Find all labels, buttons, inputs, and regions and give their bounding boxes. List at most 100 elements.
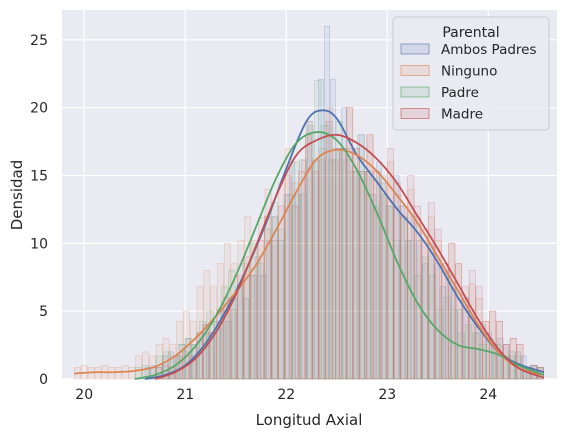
y-tick-label: 5 <box>39 304 48 320</box>
tick-labels: 20 21 22 23 24 0 5 10 15 20 25 <box>30 33 497 403</box>
hist-bar <box>243 256 251 380</box>
hist-bar <box>399 205 406 380</box>
hist-bar <box>202 324 210 380</box>
hist-bar <box>434 240 442 380</box>
hist-bar <box>291 205 299 380</box>
hist-bar <box>236 274 244 380</box>
hist-bar <box>169 344 177 380</box>
hist-bar <box>451 286 458 380</box>
x-tick-label: 20 <box>75 387 93 403</box>
hist-bar <box>108 367 115 380</box>
hist-bar <box>272 215 278 380</box>
hist-bar <box>332 148 340 380</box>
hist-bar <box>228 270 236 380</box>
hist-bar <box>285 194 293 380</box>
hist-bar <box>167 351 174 380</box>
hist-bar <box>163 351 171 380</box>
hist-bar <box>381 194 388 380</box>
hist-bar <box>230 263 238 380</box>
hist-bar <box>414 274 422 380</box>
hist-bar <box>318 159 326 380</box>
hist-bar <box>291 182 299 380</box>
hist-bar <box>427 202 435 380</box>
hist-bar <box>445 270 452 380</box>
y-axis-label: Densidad <box>8 160 26 231</box>
hist-bar <box>257 217 265 380</box>
hist-bar <box>251 240 258 380</box>
hist-bar <box>318 78 325 380</box>
hist-bar <box>339 148 346 380</box>
legend-swatch <box>400 65 430 76</box>
hist-bar <box>366 134 374 380</box>
hist-bar <box>299 194 308 380</box>
hist-bar <box>298 171 306 380</box>
hist-bar <box>311 171 319 380</box>
hist-bar <box>387 205 394 380</box>
hist-bar <box>378 175 386 380</box>
hist-bar <box>479 344 487 380</box>
kde-line <box>144 109 545 380</box>
x-tick-label: 23 <box>378 387 396 403</box>
hist-bar <box>359 171 367 380</box>
hist-bar <box>298 159 306 380</box>
y-tick-label: 15 <box>30 169 48 185</box>
hist-bar <box>244 215 252 380</box>
hist-bar <box>434 228 442 380</box>
hist-bar <box>264 188 272 380</box>
y-tick-label: 10 <box>30 236 48 252</box>
hist-bar <box>358 134 365 380</box>
hist-bar <box>448 243 456 380</box>
hist-bar <box>242 263 250 380</box>
hist-bar <box>474 332 481 380</box>
hist-bar <box>183 310 190 380</box>
hist-bar <box>464 324 473 380</box>
hist-bar <box>509 338 517 380</box>
hist-bar <box>250 274 258 380</box>
hist-bar <box>385 205 394 380</box>
hist-bar <box>271 217 279 380</box>
legend-entry-label: Padre <box>441 85 479 101</box>
hist-bar <box>185 338 192 380</box>
hist-bar <box>332 159 340 380</box>
x-axis-label: Longitud Axial <box>256 411 363 429</box>
hist-bar <box>428 243 434 380</box>
hist-bar <box>128 367 136 380</box>
hist-bar <box>237 240 245 380</box>
kde-lines <box>74 109 545 380</box>
hist-bar <box>461 286 469 380</box>
hist-bar <box>342 159 351 380</box>
hist-bar <box>328 159 336 380</box>
hist-bar <box>360 171 367 380</box>
legend-title: Parental <box>442 25 499 41</box>
x-tick-label: 22 <box>277 387 295 403</box>
hist-bar <box>284 175 292 380</box>
hist-bar <box>400 205 408 380</box>
hist-bar <box>475 297 483 380</box>
hist-bar <box>283 194 290 380</box>
hist-bar <box>393 240 401 380</box>
hist-bar <box>352 148 360 380</box>
hist-bar <box>256 263 264 380</box>
hist-bar <box>468 270 476 380</box>
x-tick-label: 21 <box>176 387 194 403</box>
hist-bar <box>407 175 415 380</box>
hist-bar <box>373 171 381 380</box>
legend-swatch <box>400 86 430 98</box>
histogram-bars <box>74 25 544 380</box>
hist-bar <box>366 134 374 380</box>
hist-bar <box>321 125 329 380</box>
hist-bar <box>341 107 348 380</box>
hist-bar <box>114 367 122 380</box>
legend-entries: Ambos Padres Ninguno Padre Madre <box>400 42 537 123</box>
hist-bar <box>497 338 504 380</box>
histogram-series <box>134 80 544 380</box>
hist-bar <box>306 120 313 380</box>
hist-bar <box>347 148 354 380</box>
hist-bar <box>441 263 449 380</box>
hist-bar <box>248 274 255 380</box>
hist-bar <box>324 25 330 380</box>
hist-bar <box>509 338 517 380</box>
hist-bar <box>448 243 456 380</box>
hist-bar <box>278 228 286 380</box>
legend: Parental Ambos Padres Ninguno Padre Madre <box>392 16 550 131</box>
